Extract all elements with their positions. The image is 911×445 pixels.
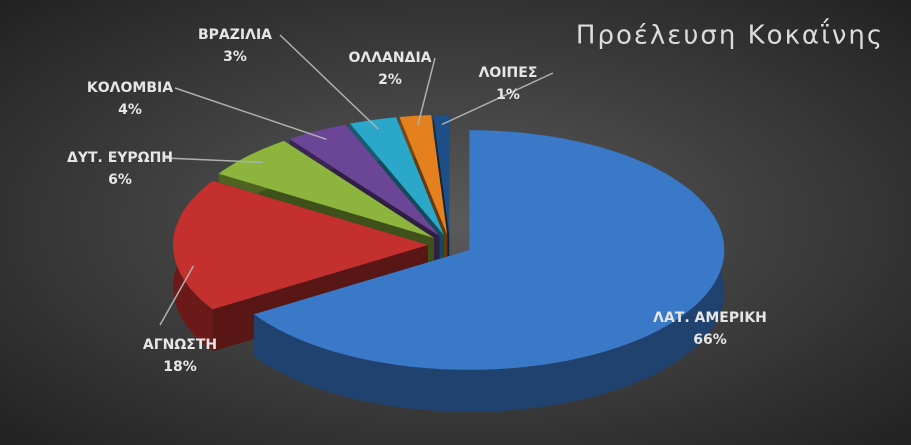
data-label-category: ΛΑΤ. ΑΜΕΡΙΚΗ — [653, 310, 767, 326]
data-label-value: 66% — [693, 332, 727, 348]
slice — [173, 180, 428, 310]
data-label-value: 6% — [108, 172, 132, 188]
leader-line — [441, 72, 554, 126]
data-label-value: 1% — [496, 87, 520, 103]
leader-line — [417, 57, 436, 126]
data-label-category: ΔΥΤ. ΕΥΡΩΠΗ — [67, 150, 173, 166]
leader-line — [159, 265, 195, 326]
slice — [350, 117, 444, 236]
leader-line — [174, 87, 327, 141]
data-label-value: 3% — [223, 49, 247, 65]
leader-line — [164, 157, 263, 164]
data-label-value: 18% — [163, 359, 197, 375]
data-label-category: ΒΡΑΖΙΛΙΑ — [198, 27, 272, 43]
data-label-category: ΛΟΙΠΕΣ — [479, 65, 538, 81]
slice — [433, 114, 450, 235]
data-label-value: 2% — [378, 72, 402, 88]
leader-line — [279, 34, 379, 130]
slice — [289, 124, 440, 236]
slice — [254, 130, 725, 370]
data-label-value: 4% — [118, 102, 142, 118]
slice — [218, 141, 434, 238]
data-label-category: ΟΛΛΑΝΔΙΑ — [348, 50, 431, 66]
slice — [399, 115, 448, 235]
chart-title: Προέλευση Κοκαΐνης — [576, 18, 884, 51]
data-label-category: ΚΟΛΟΜΒΙΑ — [87, 80, 173, 96]
data-label-category: ΑΓΝΩΣΤΗ — [143, 337, 217, 353]
